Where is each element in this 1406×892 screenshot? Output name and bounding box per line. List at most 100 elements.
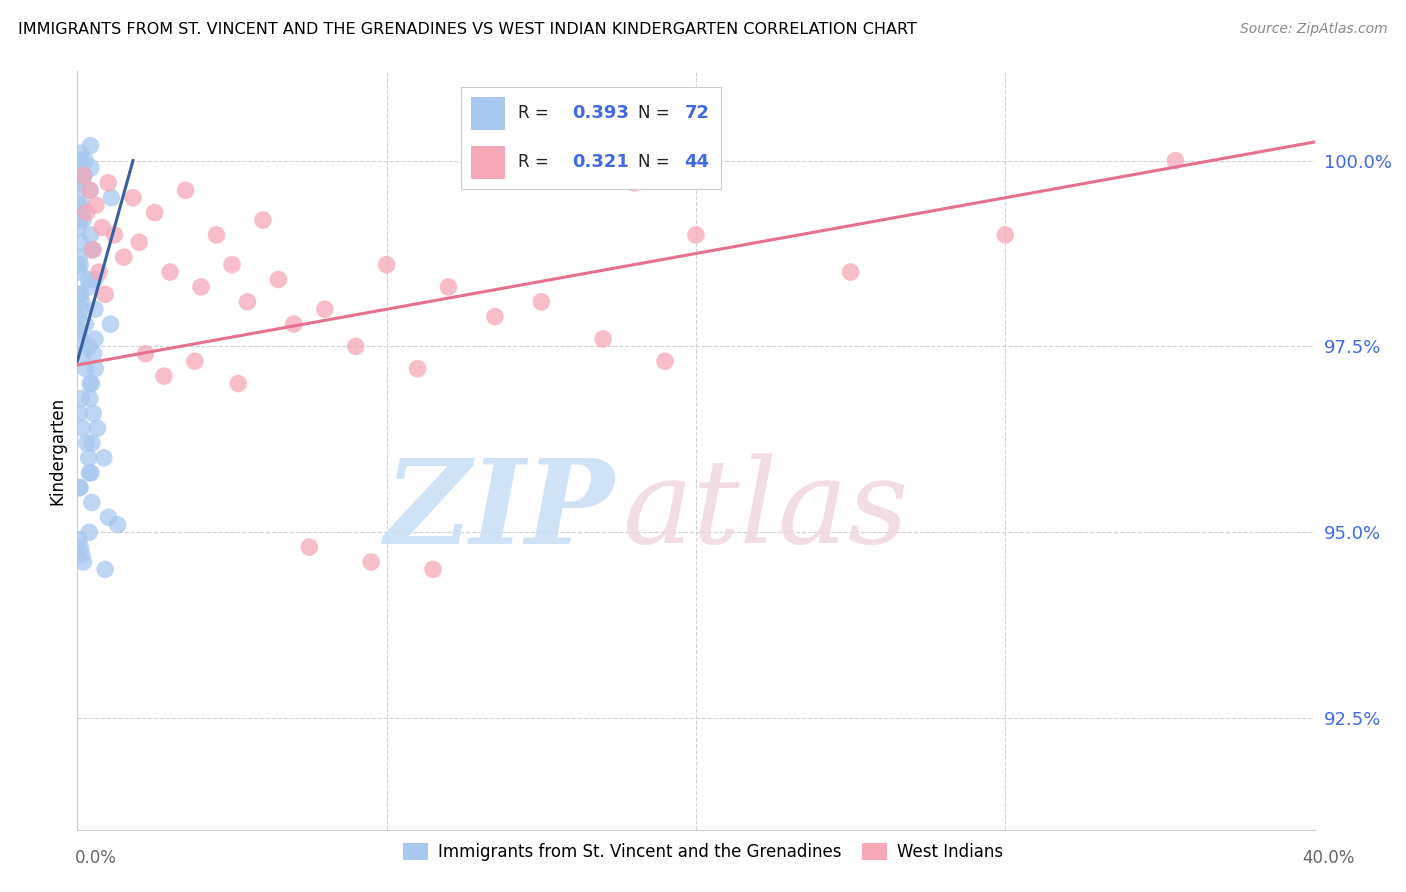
Point — [122, 191, 145, 205]
Point — [205, 227, 228, 242]
Point — [67, 287, 90, 301]
Point — [69, 146, 91, 161]
Point — [69, 213, 91, 227]
Point — [530, 294, 553, 309]
Point — [80, 436, 103, 450]
Point — [112, 250, 135, 264]
Point — [84, 361, 107, 376]
Point — [107, 517, 129, 532]
Text: 0.0%: 0.0% — [75, 849, 117, 867]
Point — [72, 421, 94, 435]
Point — [839, 265, 862, 279]
Point — [128, 235, 150, 250]
Point — [79, 183, 101, 197]
Point — [184, 354, 207, 368]
Point — [97, 176, 120, 190]
Point — [79, 138, 101, 153]
Point — [80, 161, 103, 175]
Point — [84, 302, 107, 317]
Point — [79, 183, 101, 197]
Point — [83, 347, 105, 361]
Point — [77, 339, 100, 353]
Point — [73, 169, 96, 183]
Point — [75, 361, 97, 376]
Point — [72, 555, 94, 569]
Point — [69, 287, 91, 301]
Point — [82, 406, 104, 420]
Point — [422, 562, 444, 576]
Point — [79, 466, 101, 480]
Point — [87, 265, 110, 279]
Point — [93, 450, 115, 465]
Legend: Immigrants from St. Vincent and the Grenadines, West Indians: Immigrants from St. Vincent and the Gren… — [396, 836, 1010, 868]
Point — [103, 227, 125, 242]
Point — [375, 258, 398, 272]
Point — [67, 533, 90, 547]
Point — [360, 555, 382, 569]
Point — [80, 495, 103, 509]
Point — [67, 310, 90, 324]
Point — [77, 280, 100, 294]
Point — [83, 272, 105, 286]
Point — [70, 153, 93, 168]
Point — [69, 332, 91, 346]
Point — [75, 153, 97, 168]
Point — [69, 540, 91, 554]
Point — [685, 227, 707, 242]
Point — [66, 161, 89, 175]
Point — [70, 294, 93, 309]
Point — [72, 213, 94, 227]
Text: IMMIGRANTS FROM ST. VINCENT AND THE GRENADINES VS WEST INDIAN KINDERGARTEN CORRE: IMMIGRANTS FROM ST. VINCENT AND THE GREN… — [18, 22, 917, 37]
Point — [80, 466, 103, 480]
Point — [344, 339, 367, 353]
Point — [153, 369, 176, 384]
Point — [67, 220, 90, 235]
Point — [76, 436, 98, 450]
Point — [77, 272, 100, 286]
Point — [283, 317, 305, 331]
Point — [174, 183, 197, 197]
Text: 40.0%: 40.0% — [1302, 849, 1355, 867]
Text: Source: ZipAtlas.com: Source: ZipAtlas.com — [1240, 22, 1388, 37]
Y-axis label: Kindergarten: Kindergarten — [48, 396, 66, 505]
Point — [70, 198, 93, 212]
Point — [484, 310, 506, 324]
Point — [66, 153, 89, 168]
Text: ZIP: ZIP — [385, 454, 616, 568]
Point — [298, 540, 321, 554]
Point — [84, 198, 107, 212]
Point — [91, 220, 114, 235]
Text: atlas: atlas — [621, 454, 908, 568]
Point — [314, 302, 336, 317]
Point — [79, 392, 101, 406]
Point — [70, 205, 93, 219]
Point — [69, 258, 91, 272]
Point — [252, 213, 274, 227]
Point — [267, 272, 290, 286]
Point — [190, 280, 212, 294]
Point — [77, 450, 100, 465]
Point — [1164, 153, 1187, 168]
Point — [82, 243, 104, 257]
Point — [80, 243, 103, 257]
Point — [72, 169, 94, 183]
Point — [994, 227, 1017, 242]
Point — [236, 294, 259, 309]
Point — [654, 354, 676, 368]
Point — [79, 227, 101, 242]
Point — [66, 258, 89, 272]
Point — [143, 205, 166, 219]
Point — [79, 376, 101, 391]
Point — [84, 332, 107, 346]
Point — [67, 250, 90, 264]
Point — [94, 562, 117, 576]
Point — [70, 235, 93, 250]
Point — [66, 176, 89, 190]
Point — [75, 317, 97, 331]
Point — [226, 376, 249, 391]
Point — [69, 325, 91, 339]
Point — [69, 481, 91, 495]
Point — [67, 183, 90, 197]
Point — [67, 198, 90, 212]
Point — [221, 258, 243, 272]
